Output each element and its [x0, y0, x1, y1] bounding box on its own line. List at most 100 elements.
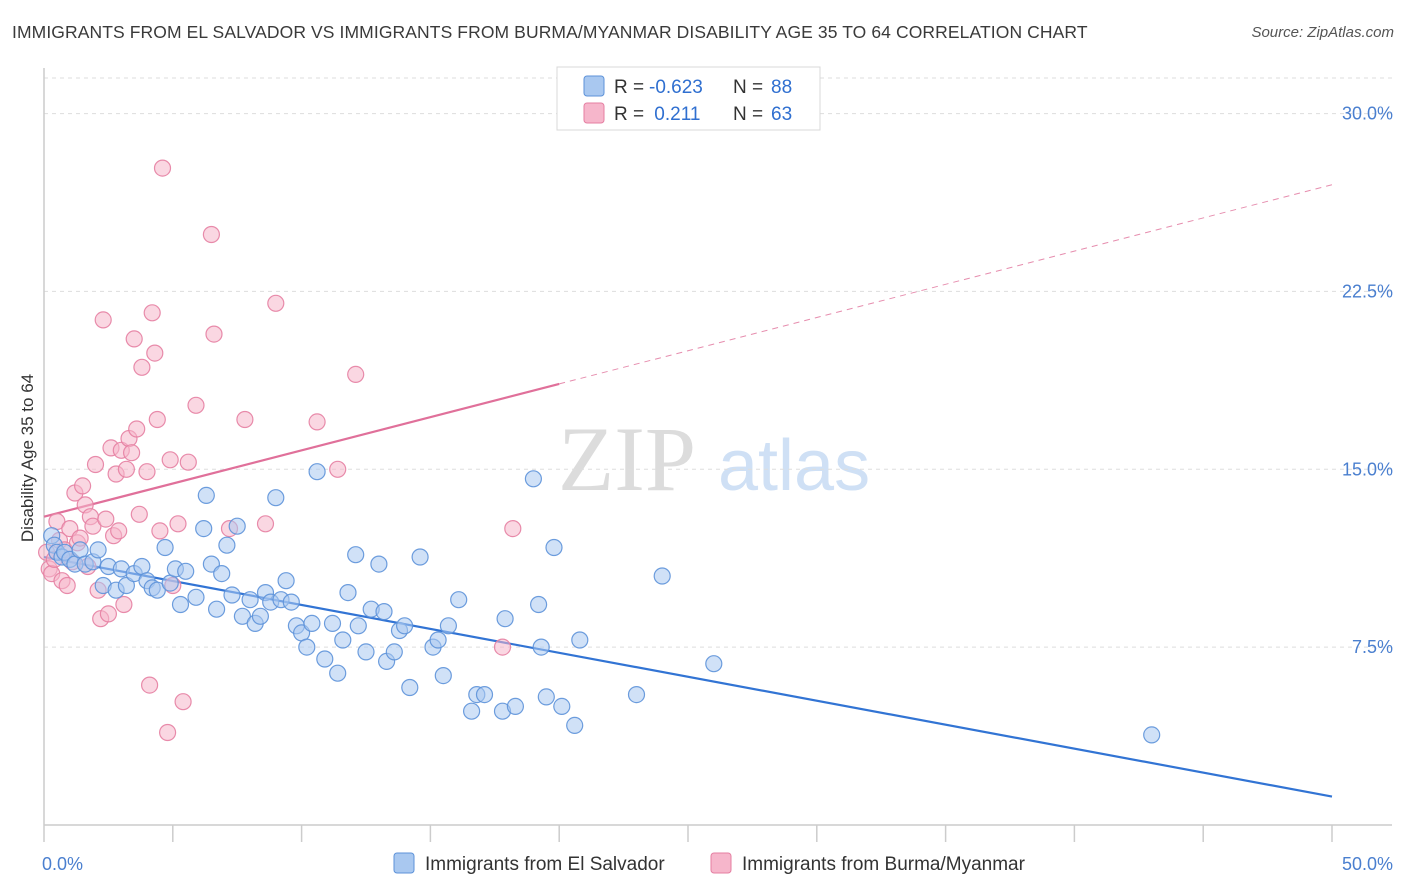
burma-point: [86, 455, 105, 474]
series-legend: Immigrants from El Salvador Immigrants f…: [393, 852, 1026, 875]
burma-point: [143, 304, 161, 322]
el-salvador-point: [1143, 726, 1161, 744]
y-tick-label: 15.0%: [1342, 459, 1393, 479]
legend-n-label-2: N =: [733, 104, 763, 125]
el-salvador-point: [357, 643, 375, 661]
burma-point: [58, 576, 76, 595]
burma-point: [146, 344, 164, 362]
el-salvador-point: [396, 617, 414, 635]
legend-n-value-2: 63: [771, 104, 792, 125]
el-salvador-point: [241, 591, 259, 609]
burma-point: [133, 358, 151, 376]
el-salvador-point: [303, 614, 321, 633]
burma-point: [115, 595, 133, 614]
burma-point: [504, 519, 522, 538]
el-salvador-point: [282, 593, 300, 611]
burma-point: [99, 605, 118, 623]
el-salvador-point: [375, 602, 393, 621]
burma-trend-line-solid: [43, 382, 560, 518]
el-salvador-point: [439, 617, 457, 635]
data-points: [37, 159, 1161, 744]
burma-point: [110, 522, 128, 540]
el-salvador-point: [117, 576, 136, 595]
legend-swatch-pink: [583, 102, 605, 124]
y-axis-label: Disability Age 35 to 64: [18, 374, 37, 542]
burma-point: [130, 505, 148, 523]
el-salvador-point: [339, 583, 357, 602]
el-salvador-point: [566, 716, 584, 735]
el-salvador-point: [496, 610, 514, 628]
burma-point: [329, 460, 347, 478]
burma-point: [236, 410, 254, 429]
burma-point: [153, 159, 172, 177]
el-salvador-point: [475, 685, 494, 704]
chart-title: IMMIGRANTS FROM EL SALVADOR VS IMMIGRANT…: [12, 22, 1088, 42]
watermark-atlas: atlas: [718, 426, 870, 506]
burma-point: [73, 477, 92, 495]
el-salvador-point: [434, 666, 452, 685]
correlation-legend: R = -0.623 N = 88 R = 0.211 N = 63: [556, 66, 821, 131]
el-salvador-point: [532, 638, 550, 656]
el-salvador-point: [450, 591, 468, 609]
el-salvador-point: [213, 564, 231, 583]
el-salvador-point: [71, 541, 89, 559]
el-salvador-point: [524, 470, 543, 488]
el-salvador-point: [329, 664, 347, 682]
burma-point: [159, 723, 177, 742]
x-tick-label-min: 0.0%: [42, 854, 83, 874]
x-tick-label-max: 50.0%: [1342, 854, 1393, 874]
legend-r-value-2: 0.211: [649, 104, 700, 125]
el-salvador-point: [187, 588, 205, 606]
el-salvador-point: [653, 567, 671, 585]
el-salvador-point: [308, 463, 326, 481]
burma-point: [179, 453, 197, 471]
series-swatch-el-salvador: [393, 852, 415, 874]
el-salvador-point: [277, 572, 295, 590]
gridlines: [44, 77, 1392, 648]
y-tick-label: 22.5%: [1342, 281, 1393, 301]
el-salvador-point: [627, 685, 646, 704]
el-salvador-point: [197, 486, 215, 504]
watermark-zip: ZIP: [558, 408, 696, 510]
chart-source: Source: ZipAtlas.com: [1251, 24, 1394, 41]
legend-n-label-1: N =: [733, 77, 763, 98]
el-salvador-point: [208, 600, 226, 618]
burma-point: [97, 510, 115, 528]
legend-r-label-1: R =: [614, 77, 644, 98]
burma-point: [123, 444, 141, 462]
el-salvador-point: [161, 574, 179, 592]
el-salvador-point: [401, 678, 419, 697]
el-salvador-point: [228, 517, 246, 535]
el-salvador-point: [571, 631, 589, 649]
burma-point: [128, 420, 146, 438]
burma-point: [94, 311, 112, 329]
burma-point: [125, 330, 143, 348]
el-salvador-point: [545, 538, 563, 557]
el-salvador-point: [705, 655, 723, 673]
legend-r-value-1: -0.623: [649, 77, 703, 98]
series-swatch-burma: [710, 852, 732, 874]
el-salvador-point: [298, 638, 316, 656]
burma-point: [256, 515, 275, 533]
el-salvador-point: [223, 586, 241, 604]
legend-swatch-blue: [583, 75, 605, 97]
el-salvador-point: [429, 631, 447, 649]
series-name-el-salvador: Immigrants from El Salvador: [425, 854, 665, 875]
burma-trend-line-dashed: [559, 184, 1333, 385]
el-salvador-point: [553, 697, 571, 716]
burma-point: [493, 638, 512, 656]
burma-point: [202, 225, 220, 244]
el-salvador-point: [370, 555, 388, 573]
series-name-burma: Immigrants from Burma/Myanmar: [742, 854, 1026, 875]
burma-point: [174, 693, 192, 711]
y-tick-label: 30.0%: [1342, 104, 1393, 124]
el-salvador-point: [334, 631, 352, 649]
el-salvador-point: [251, 607, 269, 625]
burma-point: [205, 325, 223, 343]
el-salvador-point: [323, 614, 342, 633]
el-salvador-point: [529, 595, 548, 614]
y-tick-label: 7.5%: [1352, 637, 1393, 657]
el-salvador-point: [195, 519, 213, 538]
tick-labels: 7.5% 15.0% 22.5% 30.0% 0.0% 50.0%: [42, 104, 1393, 874]
